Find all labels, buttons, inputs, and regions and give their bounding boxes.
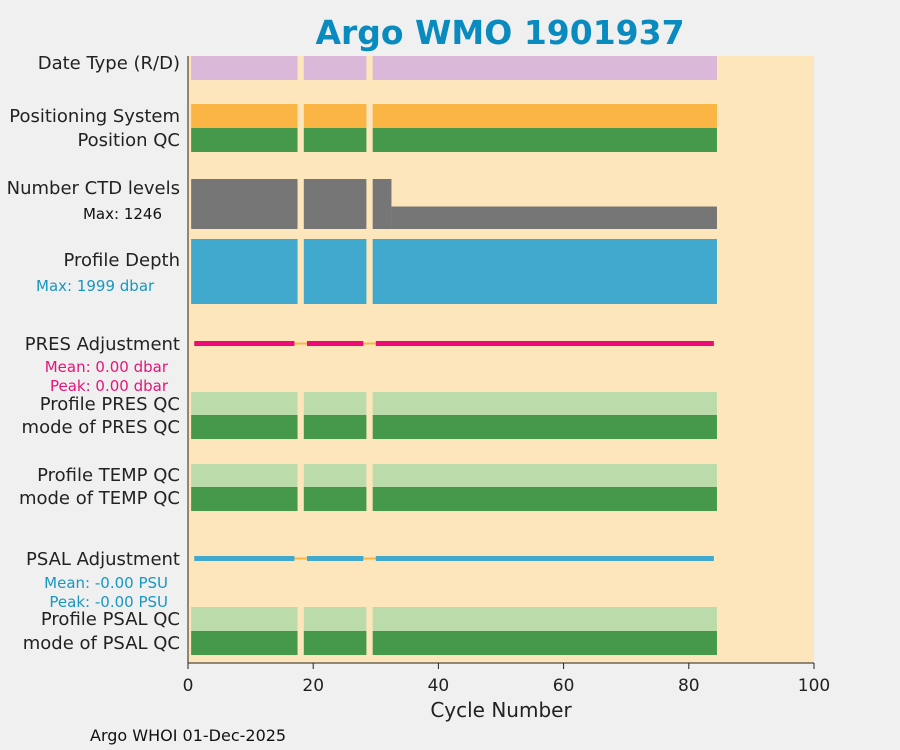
status-bar [303,464,367,487]
status-bar [191,631,298,655]
row-date-type-r-d [191,56,717,80]
row-label-profile-temp-qc: Profile TEMP QC [37,465,180,486]
ctd-levels-bar [391,206,717,229]
x-tick-label: 40 [428,676,450,696]
status-bar [372,56,717,80]
x-tick-label: 60 [553,676,575,696]
row-note-pres-adjustment-1: Mean: 0.00 dbar [45,358,169,376]
row-profile-temp-qc [191,464,717,487]
chart-title: Argo WMO 1901937 [315,13,684,52]
status-bar [372,415,717,439]
chart-marks [191,56,717,655]
adjustment-bar [306,341,364,346]
row-mode-of-temp-qc [191,487,717,511]
ctd-levels-bar [303,179,367,229]
row-label-profile-psal-qc: Profile PSAL QC [41,609,180,630]
status-bar [303,631,367,655]
status-bar [303,56,367,80]
adjustment-bar [375,556,714,561]
row-label-profile-pres-qc: Profile PRES QC [40,394,180,415]
status-bar [191,239,298,304]
status-bar [303,415,367,439]
status-bar [372,607,717,631]
row-position-qc [191,128,717,152]
row-label-date-type-r-d: Date Type (R/D) [38,53,180,74]
row-pres-adjustment [194,341,714,346]
row-note-psal-adjustment-2: Peak: -0.00 PSU [49,593,168,611]
x-ticks: 0 20 40 60 80 100 [183,663,830,696]
row-label-position-qc: Position QC [77,130,180,151]
status-bar [191,56,298,80]
status-bar [372,392,717,415]
row-label-mode-of-temp-qc: mode of TEMP QC [19,488,180,509]
status-bar [303,128,367,152]
status-bar [191,104,298,128]
row-label-pres-adjustment: PRES Adjustment [25,334,180,355]
status-bar [372,128,717,152]
x-tick-label: 80 [678,676,700,696]
row-psal-adjustment [194,556,714,561]
status-bar [191,128,298,152]
status-bar [191,392,298,415]
row-label-positioning-system: Positioning System [9,106,180,127]
status-bar [191,464,298,487]
ctd-levels-bar [372,179,392,229]
x-axis: 0 20 40 60 80 100 Cycle Number [183,56,830,722]
status-bar [303,104,367,128]
adjustment-bar [194,341,295,346]
row-positioning-system [191,104,717,128]
status-bar [303,392,367,415]
status-bar [372,487,717,511]
row-mode-of-psal-qc [191,631,717,655]
adjustment-bar [375,341,714,346]
row-label-mode-of-psal-qc: mode of PSAL QC [23,633,180,654]
row-label-mode-of-pres-qc: mode of PRES QC [22,417,180,438]
status-bar [303,239,367,304]
x-tick-label: 100 [798,676,830,696]
adjustment-bar [306,556,364,561]
row-label-psal-adjustment: PSAL Adjustment [26,549,180,570]
row-profile-psal-qc [191,607,717,631]
status-bar [191,607,298,631]
ctd-levels-bar [191,179,298,229]
status-bar [372,464,717,487]
row-mode-of-pres-qc [191,415,717,439]
row-note-psal-adjustment-1: Mean: -0.00 PSU [44,574,168,592]
row-profile-pres-qc [191,392,717,415]
status-bar [372,631,717,655]
status-bar [191,415,298,439]
row-note-profile-depth: Max: 1999 dbar [36,277,155,295]
row-note-pres-adjustment-2: Peak: 0.00 dbar [50,377,169,395]
status-bar [372,239,717,304]
row-profile-depth [191,239,717,304]
x-axis-label: Cycle Number [430,698,572,722]
row-label-profile-depth: Profile Depth [63,250,180,271]
x-tick-label: 0 [183,676,194,696]
row-number-ctd-levels [191,179,717,229]
status-bar [303,607,367,631]
row-labels: Date Type (R/D) Positioning System Positio… [7,53,180,654]
status-bar [191,487,298,511]
x-tick-label: 20 [302,676,324,696]
plot-background [188,56,814,663]
row-label-number-ctd-levels: Number CTD levels [7,178,180,199]
status-bar [372,104,717,128]
adjustment-bar [194,556,295,561]
footer-credit: Argo WHOI 01-Dec-2025 [90,726,286,745]
row-note-number-ctd-levels: Max: 1246 [83,205,162,223]
status-bar [303,487,367,511]
